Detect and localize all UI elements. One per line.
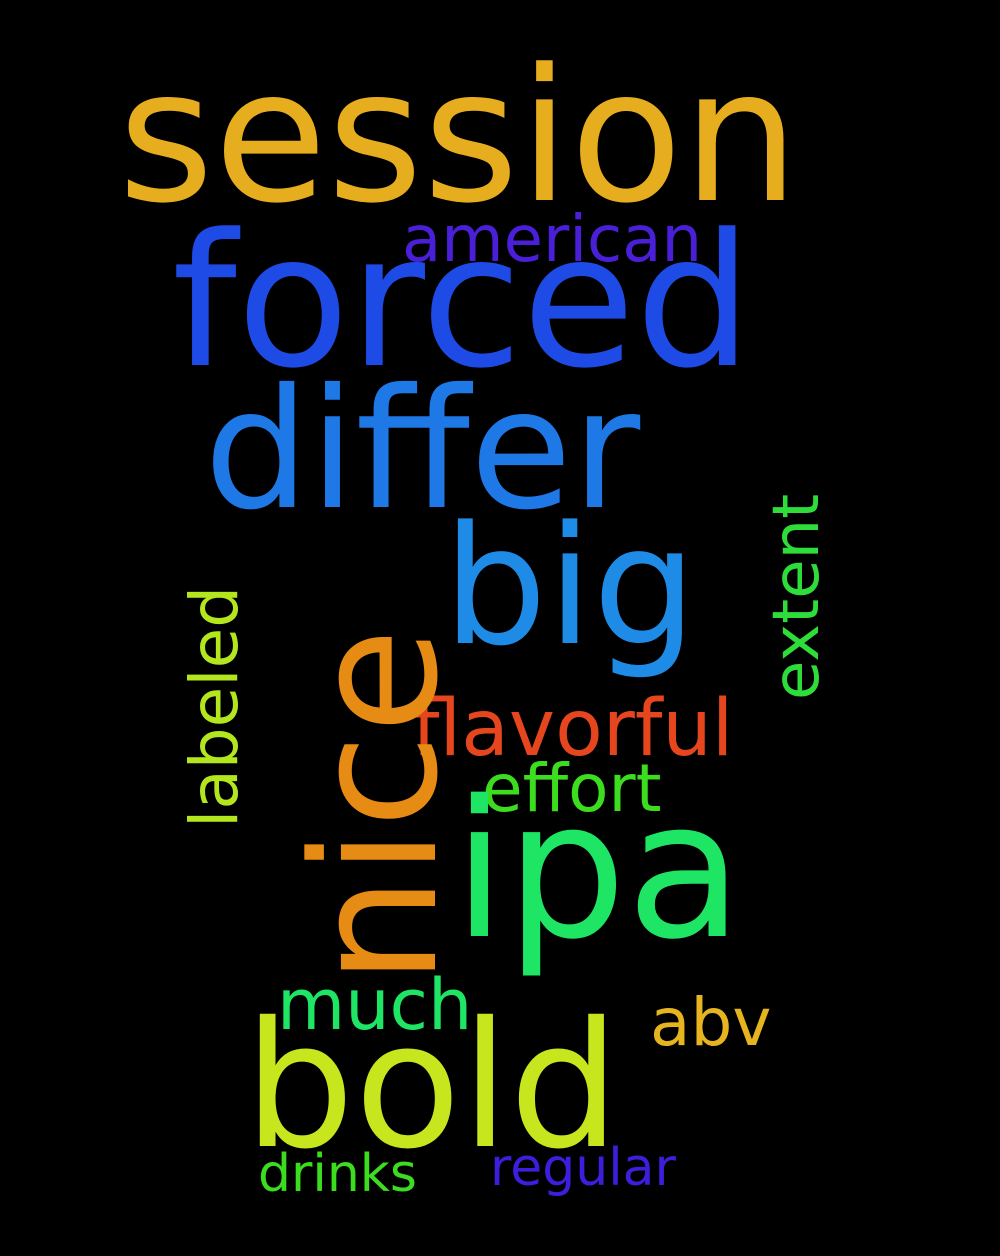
word-much: much: [277, 964, 473, 1046]
word-bold: bold: [244, 985, 620, 1188]
word-differ: differ: [204, 354, 641, 547]
word-effort: effort: [482, 750, 662, 827]
word-big: big: [443, 491, 697, 682]
word-nice: nice: [275, 627, 476, 985]
word-flavorful: flavorful: [412, 684, 734, 774]
word-extent: extent: [760, 493, 834, 700]
word-abv: abv: [650, 984, 772, 1061]
word-regular: regular: [490, 1138, 676, 1198]
word-labeled: labeled: [176, 585, 253, 828]
word-forced: forced: [172, 195, 753, 409]
word-ipa: ipa: [453, 760, 743, 981]
word-american: american: [402, 203, 702, 277]
word-drinks: drinks: [258, 1144, 417, 1204]
word-session: session: [118, 30, 800, 244]
